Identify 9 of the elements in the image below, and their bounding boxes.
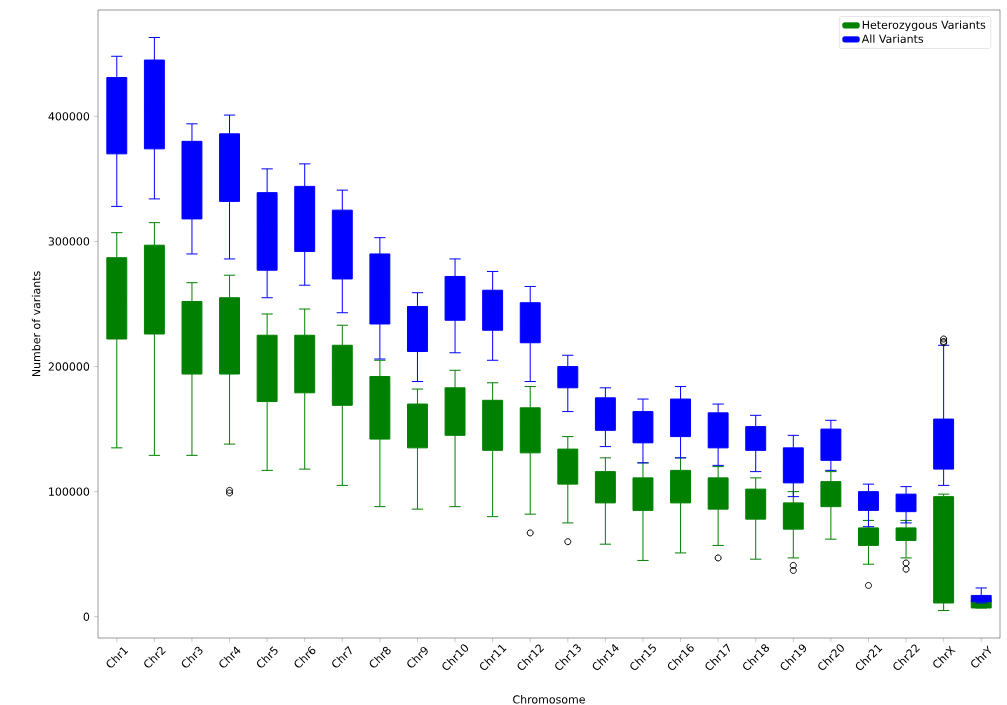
y-tick-label: 400000	[48, 112, 90, 121]
y-axis-title: Number of variants	[31, 271, 41, 377]
y-tick-label: 0	[83, 612, 90, 621]
legend-label: Heterozygous Variants	[862, 20, 986, 32]
y-tick-label: 100000	[49, 487, 90, 496]
y-tick-label: 300000	[48, 237, 90, 246]
y-tick-label: 200000	[48, 362, 90, 371]
x-axis-title: Chromosome	[513, 695, 585, 704]
legend-label: All Variants	[861, 34, 924, 43]
